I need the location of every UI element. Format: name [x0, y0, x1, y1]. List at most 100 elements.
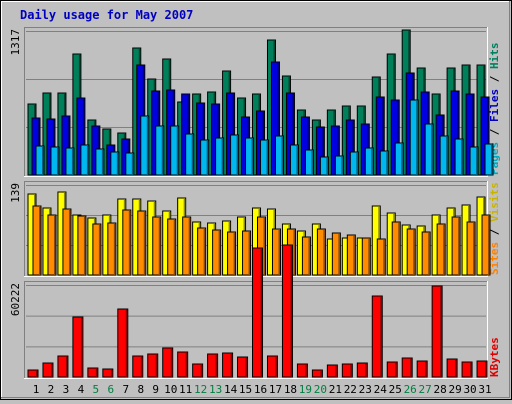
- bar-kbytes: [476, 360, 488, 378]
- bar-shade: [311, 151, 313, 175]
- bar-pages: [230, 134, 240, 176]
- bar-shade: [476, 148, 478, 175]
- bar-shade: [491, 145, 493, 175]
- x-tick-label: 21: [329, 383, 342, 396]
- chart-title: Daily usage for May 2007: [20, 8, 193, 22]
- bar-shade: [443, 225, 445, 275]
- bar-shade: [188, 218, 191, 275]
- bar-sites: [47, 214, 57, 276]
- bar-shade: [455, 360, 457, 377]
- x-tick-label: 18: [284, 383, 297, 396]
- legend-entry: Sites: [488, 242, 501, 275]
- x-tick-label: 15: [239, 383, 252, 396]
- x-tick-label: 24: [374, 383, 388, 396]
- bar-pages: [334, 155, 344, 176]
- bar-shade: [236, 136, 239, 175]
- bar-shade: [488, 216, 490, 275]
- bar-shade: [206, 141, 209, 175]
- bar-shade: [116, 153, 119, 175]
- bar-pages: [304, 149, 314, 176]
- bar-shade: [251, 139, 254, 175]
- x-tick-label: 13: [209, 383, 222, 396]
- bar-pages: [274, 135, 284, 176]
- bar-shade: [322, 128, 324, 175]
- legend-entry: /: [488, 69, 501, 89]
- x-tick-label: 20: [314, 383, 327, 396]
- bar-sites: [62, 208, 72, 276]
- bar-shade: [173, 220, 176, 275]
- bar-shade: [248, 232, 251, 275]
- bar-kbytes: [416, 360, 428, 378]
- bar-kbytes: [132, 355, 144, 378]
- bar-kbytes: [356, 362, 368, 378]
- bar-shade: [39, 207, 41, 275]
- bar-shade: [200, 365, 203, 377]
- bar-pages: [95, 148, 105, 176]
- bar-sites: [212, 229, 222, 276]
- bar-shade: [386, 152, 388, 175]
- bar-sites: [271, 228, 281, 276]
- bar-shade: [203, 229, 206, 275]
- legend-entry: KBytes: [488, 337, 501, 377]
- panel-legend: KBytes: [488, 337, 501, 377]
- bar-shade: [82, 99, 85, 175]
- bar-shade: [98, 225, 101, 275]
- bar-shade: [350, 365, 352, 377]
- bar-shade: [485, 362, 487, 377]
- bar-shade: [461, 140, 463, 175]
- series-kbytes: [27, 244, 488, 378]
- bar-shade: [401, 144, 403, 175]
- bar-shade: [431, 125, 433, 175]
- x-tick-label: 25: [389, 383, 402, 396]
- bar-pages: [394, 142, 404, 176]
- bar-pages: [484, 143, 494, 176]
- bar-shade: [308, 238, 310, 275]
- bar-shade: [185, 353, 188, 377]
- x-tick-label: 5: [93, 383, 100, 396]
- bar-kbytes: [401, 357, 413, 378]
- bar-shade: [305, 365, 307, 377]
- bar-sites: [481, 214, 491, 276]
- bar-shade: [266, 141, 269, 175]
- bar-shade: [56, 148, 59, 175]
- bar-shade: [323, 230, 325, 275]
- panel-kbytes: 60222 KBytes: [9, 244, 501, 379]
- x-axis-labels: 1 2 3 4 5 6 7 8 9 10 11 12 13 14 15 16 17 18 19 20 21 22 23 24 2…: [33, 383, 492, 396]
- bar-pages: [35, 145, 45, 176]
- bar-pages: [185, 133, 195, 176]
- bar-shade: [338, 234, 340, 275]
- bar-kbytes: [296, 363, 308, 378]
- bar-shade: [191, 135, 194, 175]
- x-tick-label: 19: [299, 383, 312, 396]
- bar-kbytes: [431, 285, 443, 378]
- bar-shade: [470, 363, 472, 377]
- bar-shade: [277, 63, 279, 175]
- bar-shade: [131, 154, 134, 175]
- bar-sites: [107, 222, 117, 276]
- bar-shade: [352, 121, 354, 175]
- x-tick-label: 17: [269, 383, 282, 396]
- bar-shade: [125, 310, 128, 377]
- bar-shade: [371, 149, 373, 175]
- x-tick-label: 2: [48, 383, 55, 396]
- bar-kbytes: [341, 363, 353, 378]
- bar-shade: [71, 149, 74, 175]
- bar-shade: [383, 240, 385, 275]
- bar-shade: [140, 357, 143, 377]
- panel-max-label: 60222: [9, 283, 22, 316]
- bar-shade: [416, 101, 418, 175]
- bar-kbytes: [311, 369, 323, 378]
- bar-shade: [101, 150, 104, 175]
- bar-shade: [428, 233, 430, 275]
- panel-legend: Sites / Visits: [488, 182, 501, 275]
- bar-shade: [365, 364, 367, 377]
- bar-pages: [65, 147, 75, 176]
- bar-kbytes: [326, 364, 338, 378]
- bar-kbytes: [252, 247, 264, 378]
- bar-pages: [349, 151, 359, 176]
- bar-shade: [176, 127, 179, 175]
- bar-shade: [487, 98, 489, 175]
- x-tick-label: 23: [359, 383, 372, 396]
- bar-kbytes: [177, 351, 189, 378]
- legend-entry: Hits: [488, 43, 501, 70]
